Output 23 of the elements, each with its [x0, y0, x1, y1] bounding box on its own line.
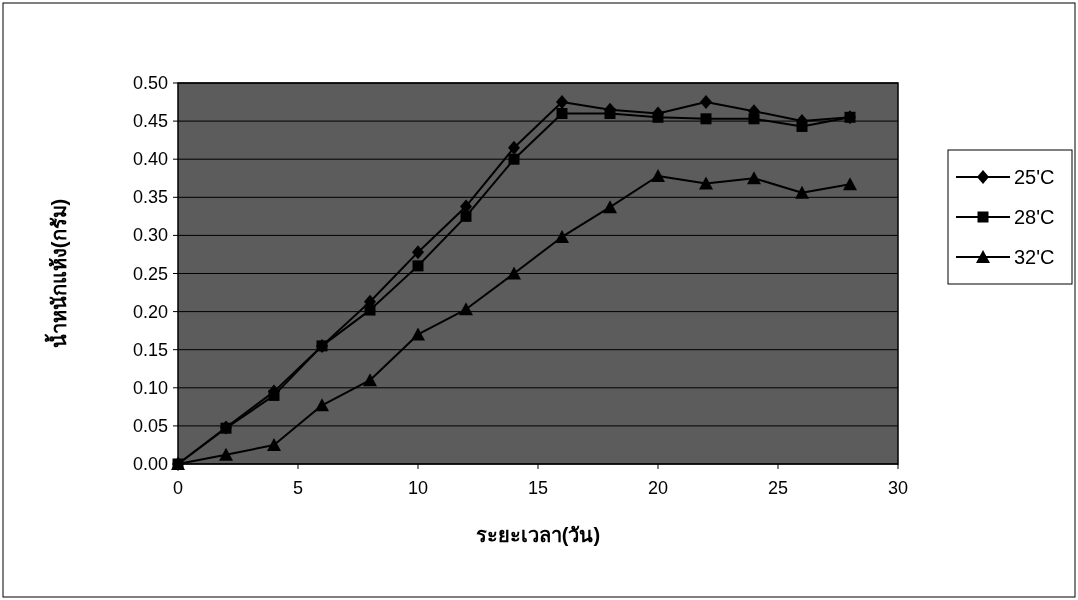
x-tick-label: 30: [887, 478, 909, 498]
legend-label: 25'C: [1014, 166, 1055, 188]
y-tick-label: 0.30: [132, 225, 168, 246]
y-tick-label: 0.35: [132, 187, 168, 208]
y-tick-label: 0.45: [132, 111, 168, 132]
x-tick-label: 5: [292, 478, 304, 498]
x-axis-title: ระยะเวลา(วัน): [475, 524, 601, 546]
x-tick-label: 0: [172, 478, 184, 498]
y-tick-label: 0.05: [132, 415, 168, 436]
y-tick-label: 0.20: [132, 301, 168, 322]
y-axis-title: น้ำหนักแห้ง(กรัม): [44, 198, 70, 349]
legend-label: 32'C: [1014, 246, 1055, 268]
x-tick-label: 25: [767, 478, 789, 498]
y-tick-label: 0.40: [132, 149, 168, 170]
y-tick-label: 0.10: [132, 377, 168, 398]
y-tick-label: 0.15: [132, 339, 168, 360]
legend-label: 28'C: [1014, 206, 1055, 228]
y-tick-label: 0.50: [132, 73, 168, 93]
x-tick-label: 10: [407, 478, 429, 498]
x-tick-label: 20: [647, 478, 669, 498]
y-tick-label: 0.25: [132, 263, 168, 284]
x-tick-label: 15: [527, 478, 549, 498]
y-tick-label: 0.00: [132, 454, 168, 474]
